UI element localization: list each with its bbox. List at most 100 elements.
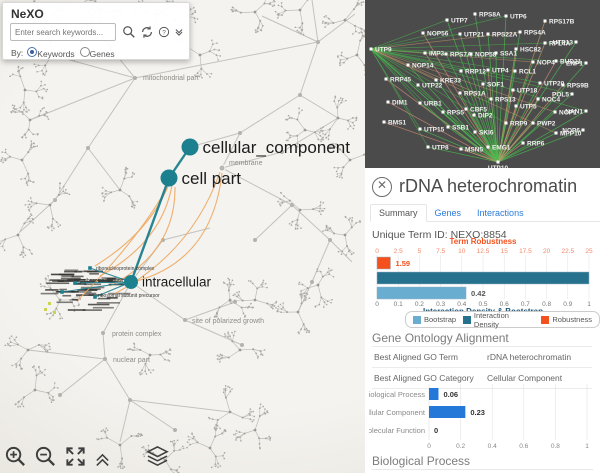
close-icon[interactable]: ✕	[372, 176, 392, 197]
gene-node[interactable]	[513, 69, 517, 73]
gene-node[interactable]	[494, 51, 498, 55]
gene-node[interactable]	[554, 131, 558, 135]
gene-node[interactable]	[473, 130, 477, 134]
alignment-value: Cellular Component	[485, 367, 592, 389]
search-icon[interactable]	[122, 25, 136, 39]
gene-node[interactable]	[445, 18, 449, 22]
gene-node[interactable]	[554, 59, 558, 63]
gene-node[interactable]	[423, 51, 427, 55]
svg-text:0.06: 0.06	[443, 390, 458, 399]
cluster-term-node[interactable]	[88, 266, 92, 270]
layers-icon[interactable]	[146, 445, 169, 468]
gene-node[interactable]	[446, 125, 450, 129]
gene-node[interactable]	[464, 107, 468, 111]
gene-node[interactable]	[382, 120, 386, 124]
term-node-intracellular[interactable]	[124, 275, 138, 289]
gene-node[interactable]	[543, 41, 547, 45]
gene-node[interactable]	[531, 60, 535, 64]
gene-node[interactable]	[574, 40, 578, 44]
term-node-cellular-component[interactable]	[181, 138, 199, 156]
gene-node[interactable]	[473, 12, 477, 16]
zoom-in-icon[interactable]	[4, 445, 27, 468]
gene-node[interactable]	[504, 121, 508, 125]
gene-node[interactable]	[514, 104, 518, 108]
gene-node[interactable]	[531, 121, 535, 125]
gene-node[interactable]	[458, 32, 462, 36]
gene-node-label: DIP2	[478, 113, 493, 120]
tab-interactions[interactable]: Interactions	[477, 208, 524, 218]
fit-view-icon[interactable]	[64, 445, 87, 468]
gene-node[interactable]	[511, 88, 515, 92]
gene-node[interactable]	[459, 147, 463, 151]
gene-node[interactable]	[521, 141, 525, 145]
help-icon[interactable]: ?	[158, 26, 170, 38]
tab-genes[interactable]: Genes	[434, 208, 462, 218]
gene-node[interactable]	[514, 47, 518, 51]
zoom-out-icon[interactable]	[34, 445, 57, 468]
cluster-term-node[interactable]	[73, 281, 77, 285]
gene-node[interactable]	[384, 77, 388, 81]
cluster-term-node[interactable]	[60, 290, 64, 294]
svg-text:0.23: 0.23	[470, 408, 485, 417]
svg-text:Cellular Component: Cellular Component	[369, 408, 426, 417]
tab-summary[interactable]: Summary	[370, 204, 427, 222]
gene-node[interactable]	[418, 127, 422, 131]
gene-node[interactable]	[416, 83, 420, 87]
gene-node[interactable]	[504, 14, 508, 18]
gene-node-label: UTP8	[432, 145, 449, 152]
gene-node[interactable]	[421, 31, 425, 35]
gene-node[interactable]	[486, 145, 490, 149]
cluster-term-node[interactable]	[93, 295, 97, 299]
gene-node[interactable]	[584, 61, 588, 65]
gene-node[interactable]	[426, 145, 430, 149]
legend-item-robustness[interactable]: Robustness	[541, 315, 592, 324]
chevron-down-icon[interactable]	[174, 27, 184, 37]
gene-node-label: MPP10	[560, 131, 582, 138]
gene-node[interactable]	[441, 110, 445, 114]
cluster-term-label: ribosomal subunit	[84, 278, 124, 284]
gene-node[interactable]	[536, 97, 540, 101]
legend-item-bootstrap[interactable]: Bootstrap	[413, 315, 456, 324]
cluster-term-label: ribosomal subunit precursor	[98, 293, 160, 299]
gene-node[interactable]	[581, 128, 585, 132]
search-input[interactable]	[10, 23, 116, 41]
gene-node[interactable]	[538, 81, 542, 85]
radio-keywords[interactable]	[27, 47, 38, 57]
refresh-icon[interactable]	[140, 25, 154, 39]
gene-node[interactable]	[434, 78, 438, 82]
term-node-membrane[interactable]	[218, 164, 226, 172]
gene-node[interactable]	[369, 47, 373, 51]
gene-node[interactable]	[584, 109, 588, 113]
gene-node[interactable]	[458, 91, 462, 95]
gene-node[interactable]	[570, 92, 574, 96]
gene-node[interactable]	[459, 69, 463, 73]
gene-node[interactable]	[486, 68, 490, 72]
radio-genes[interactable]	[79, 47, 90, 57]
gene-node[interactable]	[481, 82, 485, 86]
go-alignment-table: Best Aligned GO Term rDNA heterochromatin…	[372, 346, 592, 389]
collapse-icon[interactable]	[94, 452, 111, 469]
term-label: protein complex	[112, 331, 162, 338]
gene-node[interactable]	[472, 113, 476, 117]
gene-node[interactable]	[406, 63, 410, 67]
gene-node[interactable]	[553, 110, 557, 114]
svg-text:17.5: 17.5	[519, 248, 532, 255]
gene-node[interactable]	[418, 101, 422, 105]
gene-node[interactable]	[386, 100, 390, 104]
gene-node[interactable]	[489, 97, 493, 101]
gene-node[interactable]	[469, 52, 473, 56]
gene-node[interactable]	[444, 52, 448, 56]
term-node-cell-part[interactable]	[160, 169, 178, 187]
gene-node[interactable]	[561, 83, 565, 87]
svg-text:5: 5	[418, 248, 422, 255]
gene-node[interactable]	[518, 30, 522, 34]
term-node-label: intracellular	[142, 275, 212, 290]
gene-node-label: NOP4	[537, 60, 555, 67]
gene-node[interactable]	[543, 19, 547, 23]
gene-node[interactable]	[486, 32, 490, 36]
gene-network-panel[interactable]: UTP9 RPS8A UTP6 RPS17B UTP7 NOP56 UTP21 RPS22A R…	[365, 0, 600, 168]
gene-node[interactable]	[496, 160, 500, 164]
legend-item-interaction-density[interactable]: Interaction Density	[463, 311, 534, 329]
